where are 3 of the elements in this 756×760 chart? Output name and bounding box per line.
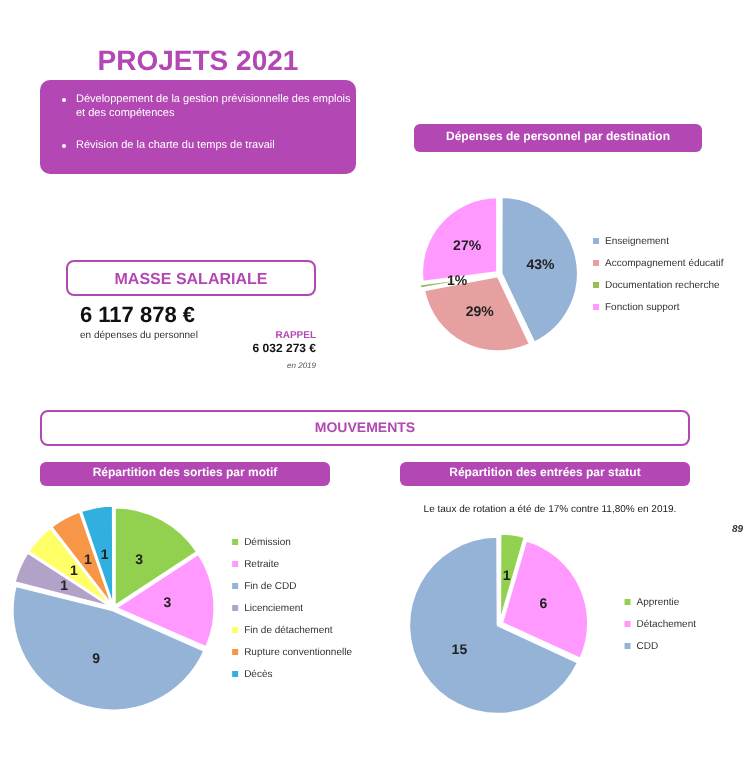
text: PROJETS 2021 [95, 44, 301, 76]
text: 6 117 878 € [80, 304, 196, 328]
text: MASSE SALARIALE [66, 260, 316, 296]
